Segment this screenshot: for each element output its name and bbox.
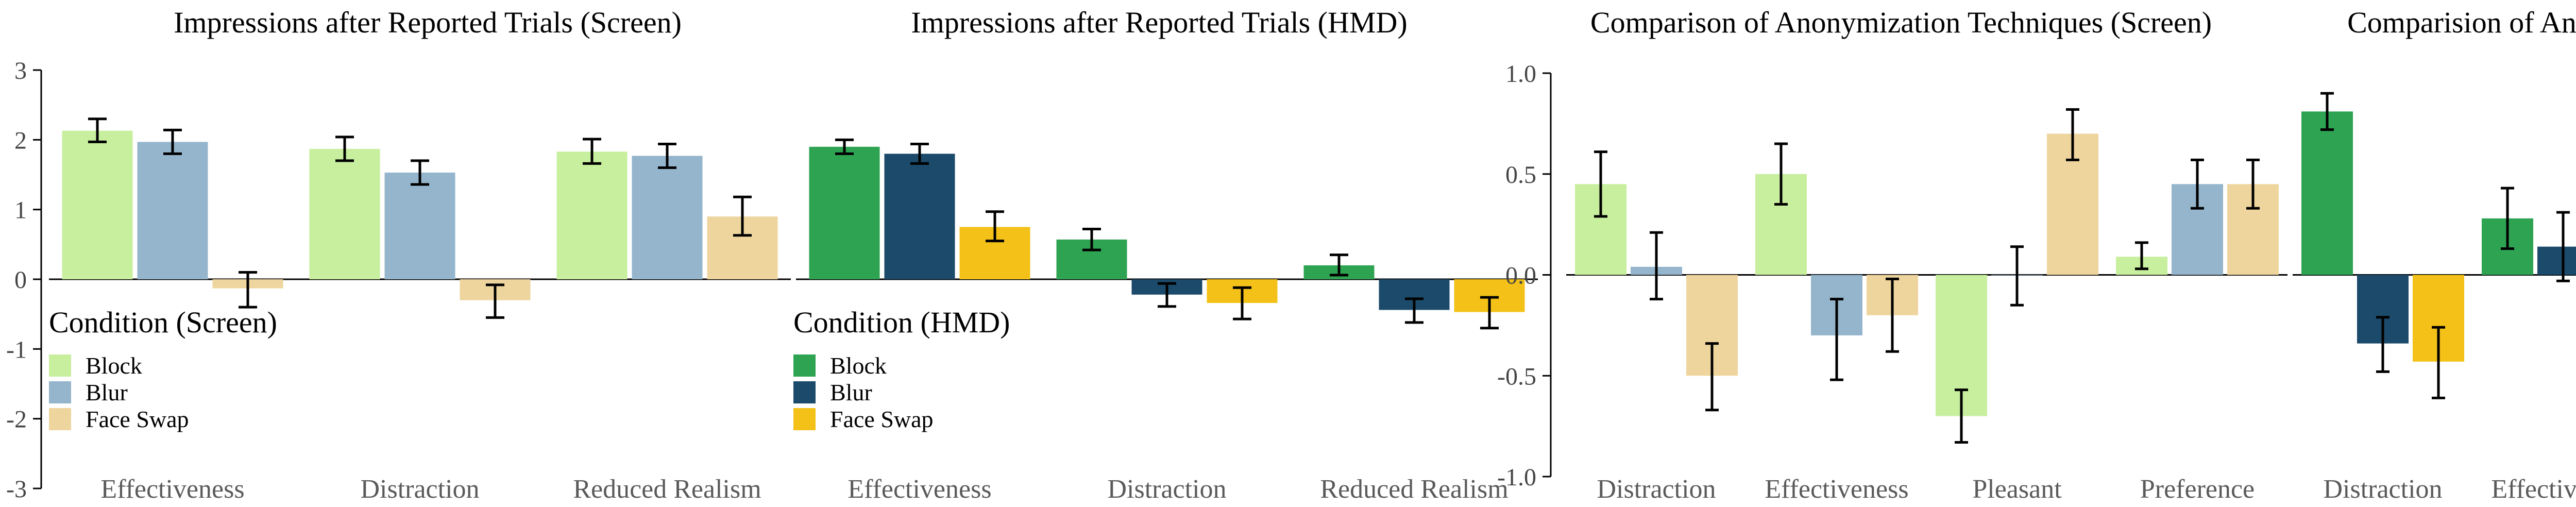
bar-screen_impressions-Block-Reduced-Realism (556, 151, 628, 279)
y-tick-label-screen_impressions: 0 (14, 266, 27, 294)
x-category-label-screen_comparison: Distraction (1597, 475, 1716, 504)
bar-screen_impressions-Block-Effectiveness (62, 130, 133, 280)
bar-hmd_impressions-Blur-Effectiveness (884, 154, 955, 279)
legend-condition-screen: Condition (Screen) Block Blur Face Swap (49, 305, 277, 432)
legend-swatch-screen-block (49, 354, 71, 377)
x-category-label-hmd_comparison: Distraction (2323, 475, 2442, 504)
legend-item-hmd-blur: Blur (793, 379, 1010, 405)
x-category-label-screen_impressions: Distraction (360, 475, 479, 504)
legend-condition-hmd: Condition (HMD) Block Blur Face Swap (793, 305, 1010, 432)
legend-swatch-screen-blur (49, 381, 71, 403)
x-category-label-screen_impressions: Reduced Realism (573, 475, 761, 504)
legend-item-screen-blur: Blur (49, 379, 277, 405)
x-category-label-hmd_impressions: Effectiveness (848, 475, 991, 504)
bar-screen_impressions-Blur-Effectiveness (137, 142, 208, 279)
y-tick-label-screen_comparison: -0.5 (1497, 363, 1536, 390)
y-tick-label-screen_comparison: 0.5 (1505, 161, 1536, 189)
y-tick-label-screen_comparison: 1.0 (1505, 60, 1536, 88)
legend-label-screen-faceswap: Face Swap (86, 405, 189, 432)
legend-item-hmd-faceswap: Face Swap (793, 405, 1010, 432)
y-tick-label-screen_comparison: -1.0 (1497, 464, 1536, 491)
x-category-label-hmd_impressions: Reduced Realism (1320, 475, 1508, 504)
legend-label-screen-block: Block (86, 352, 142, 379)
legend-item-screen-faceswap: Face Swap (49, 405, 277, 432)
bar-hmd_comparison-Block-Distraction (2301, 111, 2353, 275)
x-category-label-screen_comparison: Preference (2140, 475, 2255, 504)
y-tick-label-screen_impressions: 1 (14, 197, 27, 224)
legend-label-hmd-blur: Blur (830, 379, 872, 405)
y-tick-label-screen_impressions: -3 (6, 476, 27, 503)
y-tick-label-screen_impressions: 2 (14, 127, 27, 154)
legend-item-screen-block: Block (49, 352, 277, 379)
legend-swatch-hmd-faceswap (793, 408, 816, 430)
legend-label-hmd-block: Block (830, 352, 887, 379)
legend-swatch-screen-faceswap (49, 408, 71, 430)
bar-screen_impressions-Blur-Distraction (384, 172, 455, 279)
chart-title-screen-comparison: Comparison of Anonymization Techniques (… (1590, 6, 2212, 39)
bar-hmd_comparison-Blur-Effectiveness (2537, 246, 2576, 275)
legend-label-screen-blur: Blur (86, 379, 128, 405)
bar-screen_impressions-Blur-Reduced-Realism (632, 156, 703, 279)
legend-label-hmd-faceswap: Face Swap (830, 405, 934, 432)
y-tick-label-screen_comparison: 0.0 (1505, 262, 1536, 290)
x-category-label-hmd_comparison: Effectiveness (2491, 475, 2576, 504)
y-tick-label-screen_impressions: -1 (6, 336, 27, 363)
legend-title-hmd: Condition (HMD) (793, 306, 1010, 339)
legend-item-hmd-block: Block (793, 352, 1010, 379)
x-category-label-screen_comparison: Pleasant (1972, 475, 2062, 504)
chart-title-hmd-comparison: Comparision of Anonymization Techniques … (2347, 6, 2576, 39)
bar-hmd_impressions-Block-Effectiveness (809, 146, 880, 279)
chart-title-hmd-impressions: Impressions after Reported Trials (HMD) (911, 6, 1408, 39)
legend-title-screen: Condition (Screen) (49, 306, 277, 339)
legend-swatch-hmd-blur (793, 381, 816, 403)
x-category-label-screen_comparison: Effectiveness (1765, 475, 1908, 504)
legend-swatch-hmd-block (793, 354, 816, 377)
y-tick-label-screen_impressions: -2 (6, 406, 27, 433)
x-category-label-hmd_impressions: Distraction (1107, 475, 1226, 504)
y-tick-label-screen_impressions: 3 (14, 57, 27, 84)
chart-title-screen-impressions: Impressions after Reported Trials (Scree… (174, 6, 682, 39)
bar-screen_impressions-Block-Distraction (309, 148, 380, 279)
x-category-label-screen_impressions: Effectiveness (100, 475, 244, 504)
